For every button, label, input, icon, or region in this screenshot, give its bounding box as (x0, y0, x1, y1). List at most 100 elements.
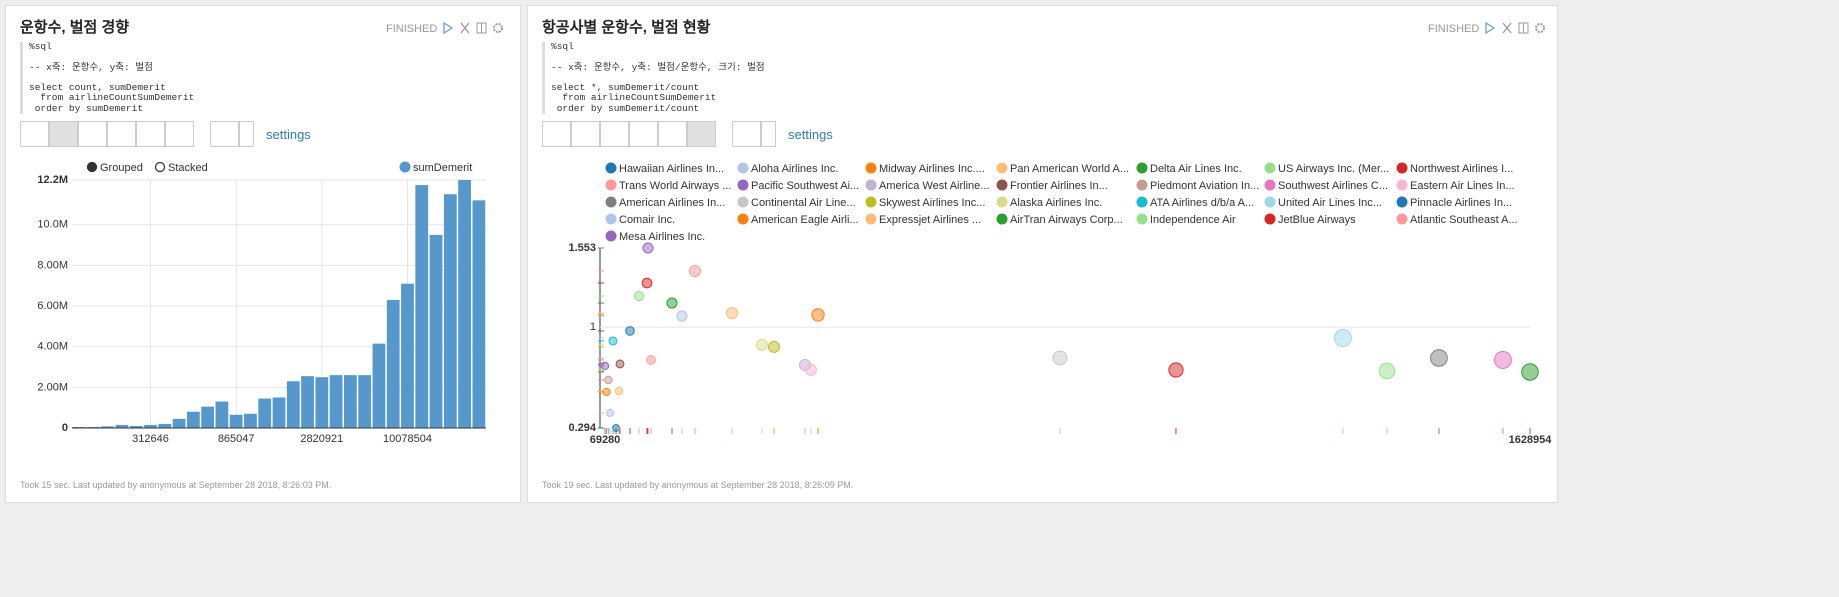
legend-marker (1136, 179, 1148, 191)
legend-label[interactable]: sumDemerit (413, 162, 472, 174)
download-button[interactable] (732, 121, 761, 147)
legend-label[interactable]: Eastern Air Lines In... (1410, 180, 1515, 192)
pie-button[interactable] (78, 121, 107, 147)
legend-label[interactable]: US Airways Inc. (Mer... (1278, 163, 1389, 175)
legend-label[interactable]: Continental Air Line... (751, 197, 856, 209)
legend-marker (865, 196, 877, 208)
legend-mode-marker[interactable] (86, 161, 98, 173)
download-button[interactable] (210, 121, 239, 147)
legend-label[interactable]: AirTran Airways Corp... (1010, 214, 1123, 226)
bubble (614, 386, 624, 396)
bar (329, 375, 343, 428)
paragraph-title: 운항수, 벌점 경향 (20, 19, 130, 36)
legend-marker (605, 179, 617, 191)
download-menu[interactable] (239, 121, 254, 147)
legend-label[interactable]: Pan American World A... (1010, 163, 1129, 175)
legend-label[interactable]: Southwest Airlines C... (1278, 180, 1388, 192)
legend-mode-label[interactable]: Stacked (168, 162, 208, 174)
bubble (642, 242, 654, 254)
legend-marker (996, 213, 1008, 225)
paragraph-controls[interactable] (1484, 21, 1554, 35)
legend-label[interactable]: Piedmont Aviation In... (1150, 180, 1259, 192)
paragraph-title: 항공사별 운항수, 벌점 현황 (542, 19, 711, 36)
bubble (1493, 350, 1512, 369)
table-button[interactable] (542, 121, 571, 147)
legend-marker (737, 162, 749, 174)
code-editor[interactable]: %sql -- x축: 운항수, y축: 벌점/운항수, 크기: 벌점 sele… (542, 41, 765, 115)
legend-label[interactable]: Aloha Airlines Inc. (751, 163, 838, 175)
bubble (1430, 349, 1448, 367)
bar (158, 423, 172, 428)
legend-label[interactable]: Atlantic Southeast A... (1410, 214, 1518, 226)
bar (186, 411, 200, 428)
download-menu[interactable] (761, 121, 776, 147)
bubble (602, 387, 611, 397)
legend-marker (1396, 162, 1408, 174)
scatter-button[interactable] (165, 121, 194, 147)
bar (401, 283, 414, 428)
line-button[interactable] (136, 121, 165, 147)
bar (443, 194, 457, 428)
area-button[interactable] (107, 121, 136, 147)
legend-label[interactable]: Delta Air Lines Inc. (1150, 163, 1242, 175)
code-editor[interactable]: %sql -- x축: 운항수, y축: 벌점 select count, su… (20, 41, 194, 115)
legend-label[interactable]: United Air Lines Inc... (1278, 197, 1382, 209)
bar (343, 375, 357, 428)
bar (472, 200, 486, 428)
legend-label[interactable]: JetBlue Airways (1278, 214, 1356, 226)
bubble (641, 277, 653, 289)
legend-label[interactable]: Pacific Southwest Ai... (751, 180, 859, 192)
legend-marker (1396, 179, 1408, 191)
bar (386, 299, 400, 428)
bubble (615, 359, 625, 369)
legend-label[interactable]: Independence Air (1150, 214, 1236, 226)
legend-marker (605, 213, 617, 225)
bar (144, 424, 157, 428)
legend-marker (865, 162, 877, 174)
legend-mode-marker[interactable] (154, 161, 166, 173)
legend-label[interactable]: Hawaiian Airlines In... (619, 163, 724, 175)
y-tick-label: 0.294 (568, 422, 596, 434)
legend-marker (605, 230, 617, 242)
legend-label[interactable]: Skywest Airlines Inc... (879, 197, 985, 209)
bar (101, 426, 115, 428)
legend-mode-label[interactable]: Grouped (100, 162, 143, 174)
legend-marker (399, 161, 411, 173)
table-button[interactable] (20, 121, 49, 147)
settings-toggle[interactable]: settings (788, 127, 833, 142)
y-tick-label: 1.553 (568, 242, 596, 254)
legend-label[interactable]: Northwest Airlines I... (1410, 163, 1513, 175)
legend-label[interactable]: Mesa Airlines Inc. (619, 231, 705, 243)
bubble (1168, 362, 1184, 378)
legend-marker (605, 196, 617, 208)
legend-label[interactable]: ATA Airlines d/b/a A... (1150, 197, 1254, 209)
bar (358, 375, 372, 428)
area-button[interactable] (629, 121, 658, 147)
paragraph-controls[interactable] (442, 21, 512, 35)
legend-marker (996, 162, 1008, 174)
legend-label[interactable]: Frontier Airlines In... (1010, 180, 1108, 192)
settings-toggle[interactable]: settings (266, 127, 311, 142)
y-tick-label: 2.00M (37, 381, 68, 393)
legend-label[interactable]: Trans World Airways ... (619, 180, 731, 192)
bar (286, 381, 300, 428)
legend-label[interactable]: America West Airline... (879, 180, 989, 192)
legend-label[interactable]: Midway Airlines Inc.... (879, 163, 985, 175)
legend-label[interactable]: Expressjet Airlines ... (879, 214, 981, 226)
legend-label[interactable]: American Airlines In... (619, 197, 725, 209)
bar (215, 401, 229, 428)
legend-label[interactable]: Pinnacle Airlines In... (1410, 197, 1512, 209)
y-tick-label: 12.2M (37, 174, 68, 186)
bar-button[interactable] (571, 121, 600, 147)
legend-label[interactable]: Alaska Airlines Inc. (1010, 197, 1102, 209)
scatter-button[interactable] (687, 121, 716, 147)
line-button[interactable] (658, 121, 687, 147)
legend-label[interactable]: American Eagle Airli... (751, 214, 859, 226)
legend-label[interactable]: Comair Inc. (619, 214, 675, 226)
bar-button[interactable] (49, 121, 78, 147)
pie-button[interactable] (600, 121, 629, 147)
bubble (1052, 350, 1068, 366)
y-tick-label: 6.00M (37, 300, 68, 312)
y-tick-label: 1 (590, 321, 596, 333)
